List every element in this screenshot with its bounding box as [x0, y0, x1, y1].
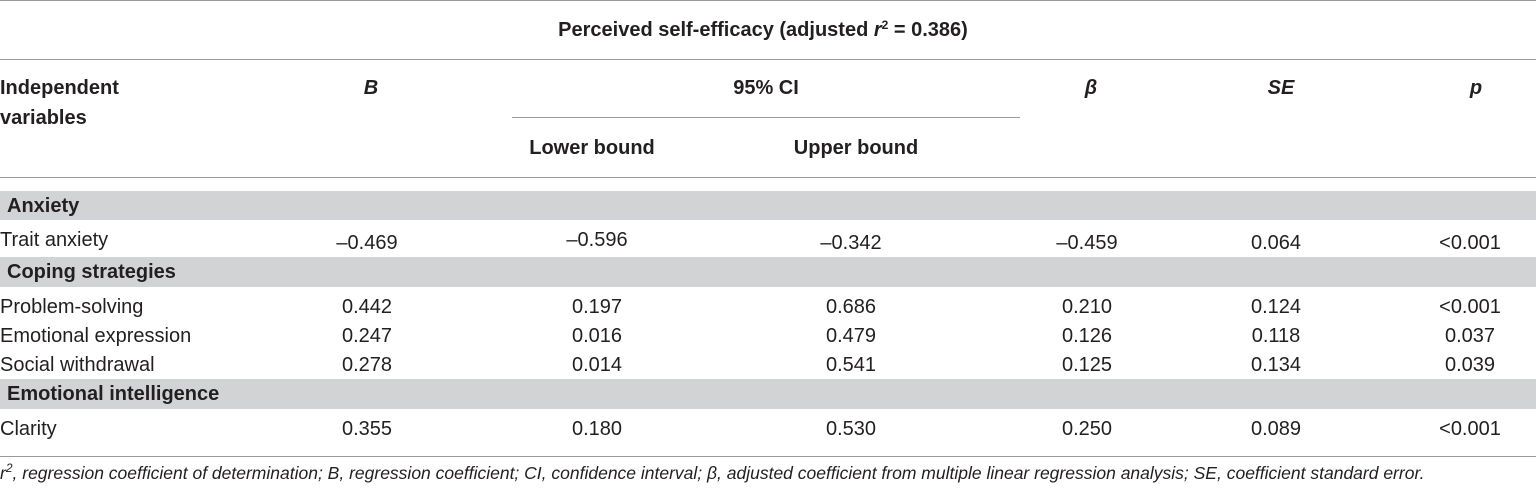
top-rule — [0, 0, 1536, 1]
header-bottom-rule — [0, 177, 1536, 178]
cell-upper: 0.530 — [825, 418, 877, 440]
ci-span-rule — [512, 117, 1020, 118]
header-beta: β — [1084, 77, 1098, 99]
cell-upper: 0.541 — [825, 354, 877, 376]
cell-beta: 0.125 — [1061, 354, 1113, 376]
header-independent-variables: Independent variables — [0, 77, 119, 129]
cell-b: 0.278 — [341, 354, 393, 376]
header-b: B — [363, 77, 379, 99]
cell-lower: –0.596 — [566, 229, 628, 251]
header-lower-bound: Lower bound — [529, 137, 655, 159]
cell-se: 0.089 — [1250, 418, 1302, 440]
cell-se: 0.118 — [1251, 325, 1301, 347]
cell-b: 0.247 — [341, 325, 393, 347]
cell-beta: 0.250 — [1061, 418, 1113, 440]
header-independent-variables-line2: variables — [0, 107, 87, 129]
group-title-coping-strategies: Coping strategies — [7, 261, 176, 283]
cell-se: 0.134 — [1250, 354, 1302, 376]
group-band-coping — [0, 257, 1536, 287]
table-bottom-rule — [0, 456, 1536, 457]
cell-lower: 0.197 — [571, 296, 623, 318]
cell-lower: 0.016 — [571, 325, 623, 347]
cell-p: <0.001 — [1439, 418, 1501, 440]
cell-p: 0.039 — [1444, 354, 1496, 376]
cell-variable: Emotional expression — [0, 325, 192, 347]
cell-b: 0.442 — [341, 296, 393, 318]
group-title-emotional-intelligence: Emotional intelligence — [7, 383, 220, 405]
cell-variable: Social withdrawal — [0, 354, 155, 376]
cell-upper: 0.686 — [825, 296, 877, 318]
cell-b: –0.469 — [336, 232, 398, 254]
cell-p: 0.037 — [1444, 325, 1496, 347]
table-footnote: r2, regression coefficient of determinat… — [0, 461, 1425, 483]
header-upper-bound: Upper bound — [793, 137, 919, 159]
cell-upper: 0.479 — [825, 325, 877, 347]
group-title-anxiety: Anxiety — [7, 195, 80, 217]
header-p: p — [1469, 77, 1483, 99]
cell-variable: Trait anxiety — [0, 229, 109, 251]
cell-beta: –0.459 — [1056, 232, 1118, 254]
table-caption: Perceived self-efficacy (adjusted r2 = 0… — [558, 18, 968, 41]
cell-p: <0.001 — [1439, 296, 1501, 318]
caption-rule — [0, 59, 1536, 60]
cell-variable: Clarity — [0, 418, 57, 440]
cell-p: <0.001 — [1439, 232, 1501, 254]
cell-lower: 0.014 — [571, 354, 623, 376]
header-se: SE — [1267, 77, 1295, 99]
cell-beta: 0.210 — [1061, 296, 1113, 318]
group-band-anxiety — [0, 191, 1536, 220]
cell-lower: 0.180 — [571, 418, 623, 440]
cell-variable: Problem-solving — [0, 296, 144, 318]
header-95-ci: 95% CI — [733, 77, 799, 99]
group-band-emotional-intelligence — [0, 379, 1536, 409]
cell-beta: 0.126 — [1061, 325, 1113, 347]
cell-se: 0.064 — [1250, 232, 1302, 254]
cell-upper: –0.342 — [820, 232, 882, 254]
cell-b: 0.355 — [341, 418, 393, 440]
cell-se: 0.124 — [1250, 296, 1302, 318]
